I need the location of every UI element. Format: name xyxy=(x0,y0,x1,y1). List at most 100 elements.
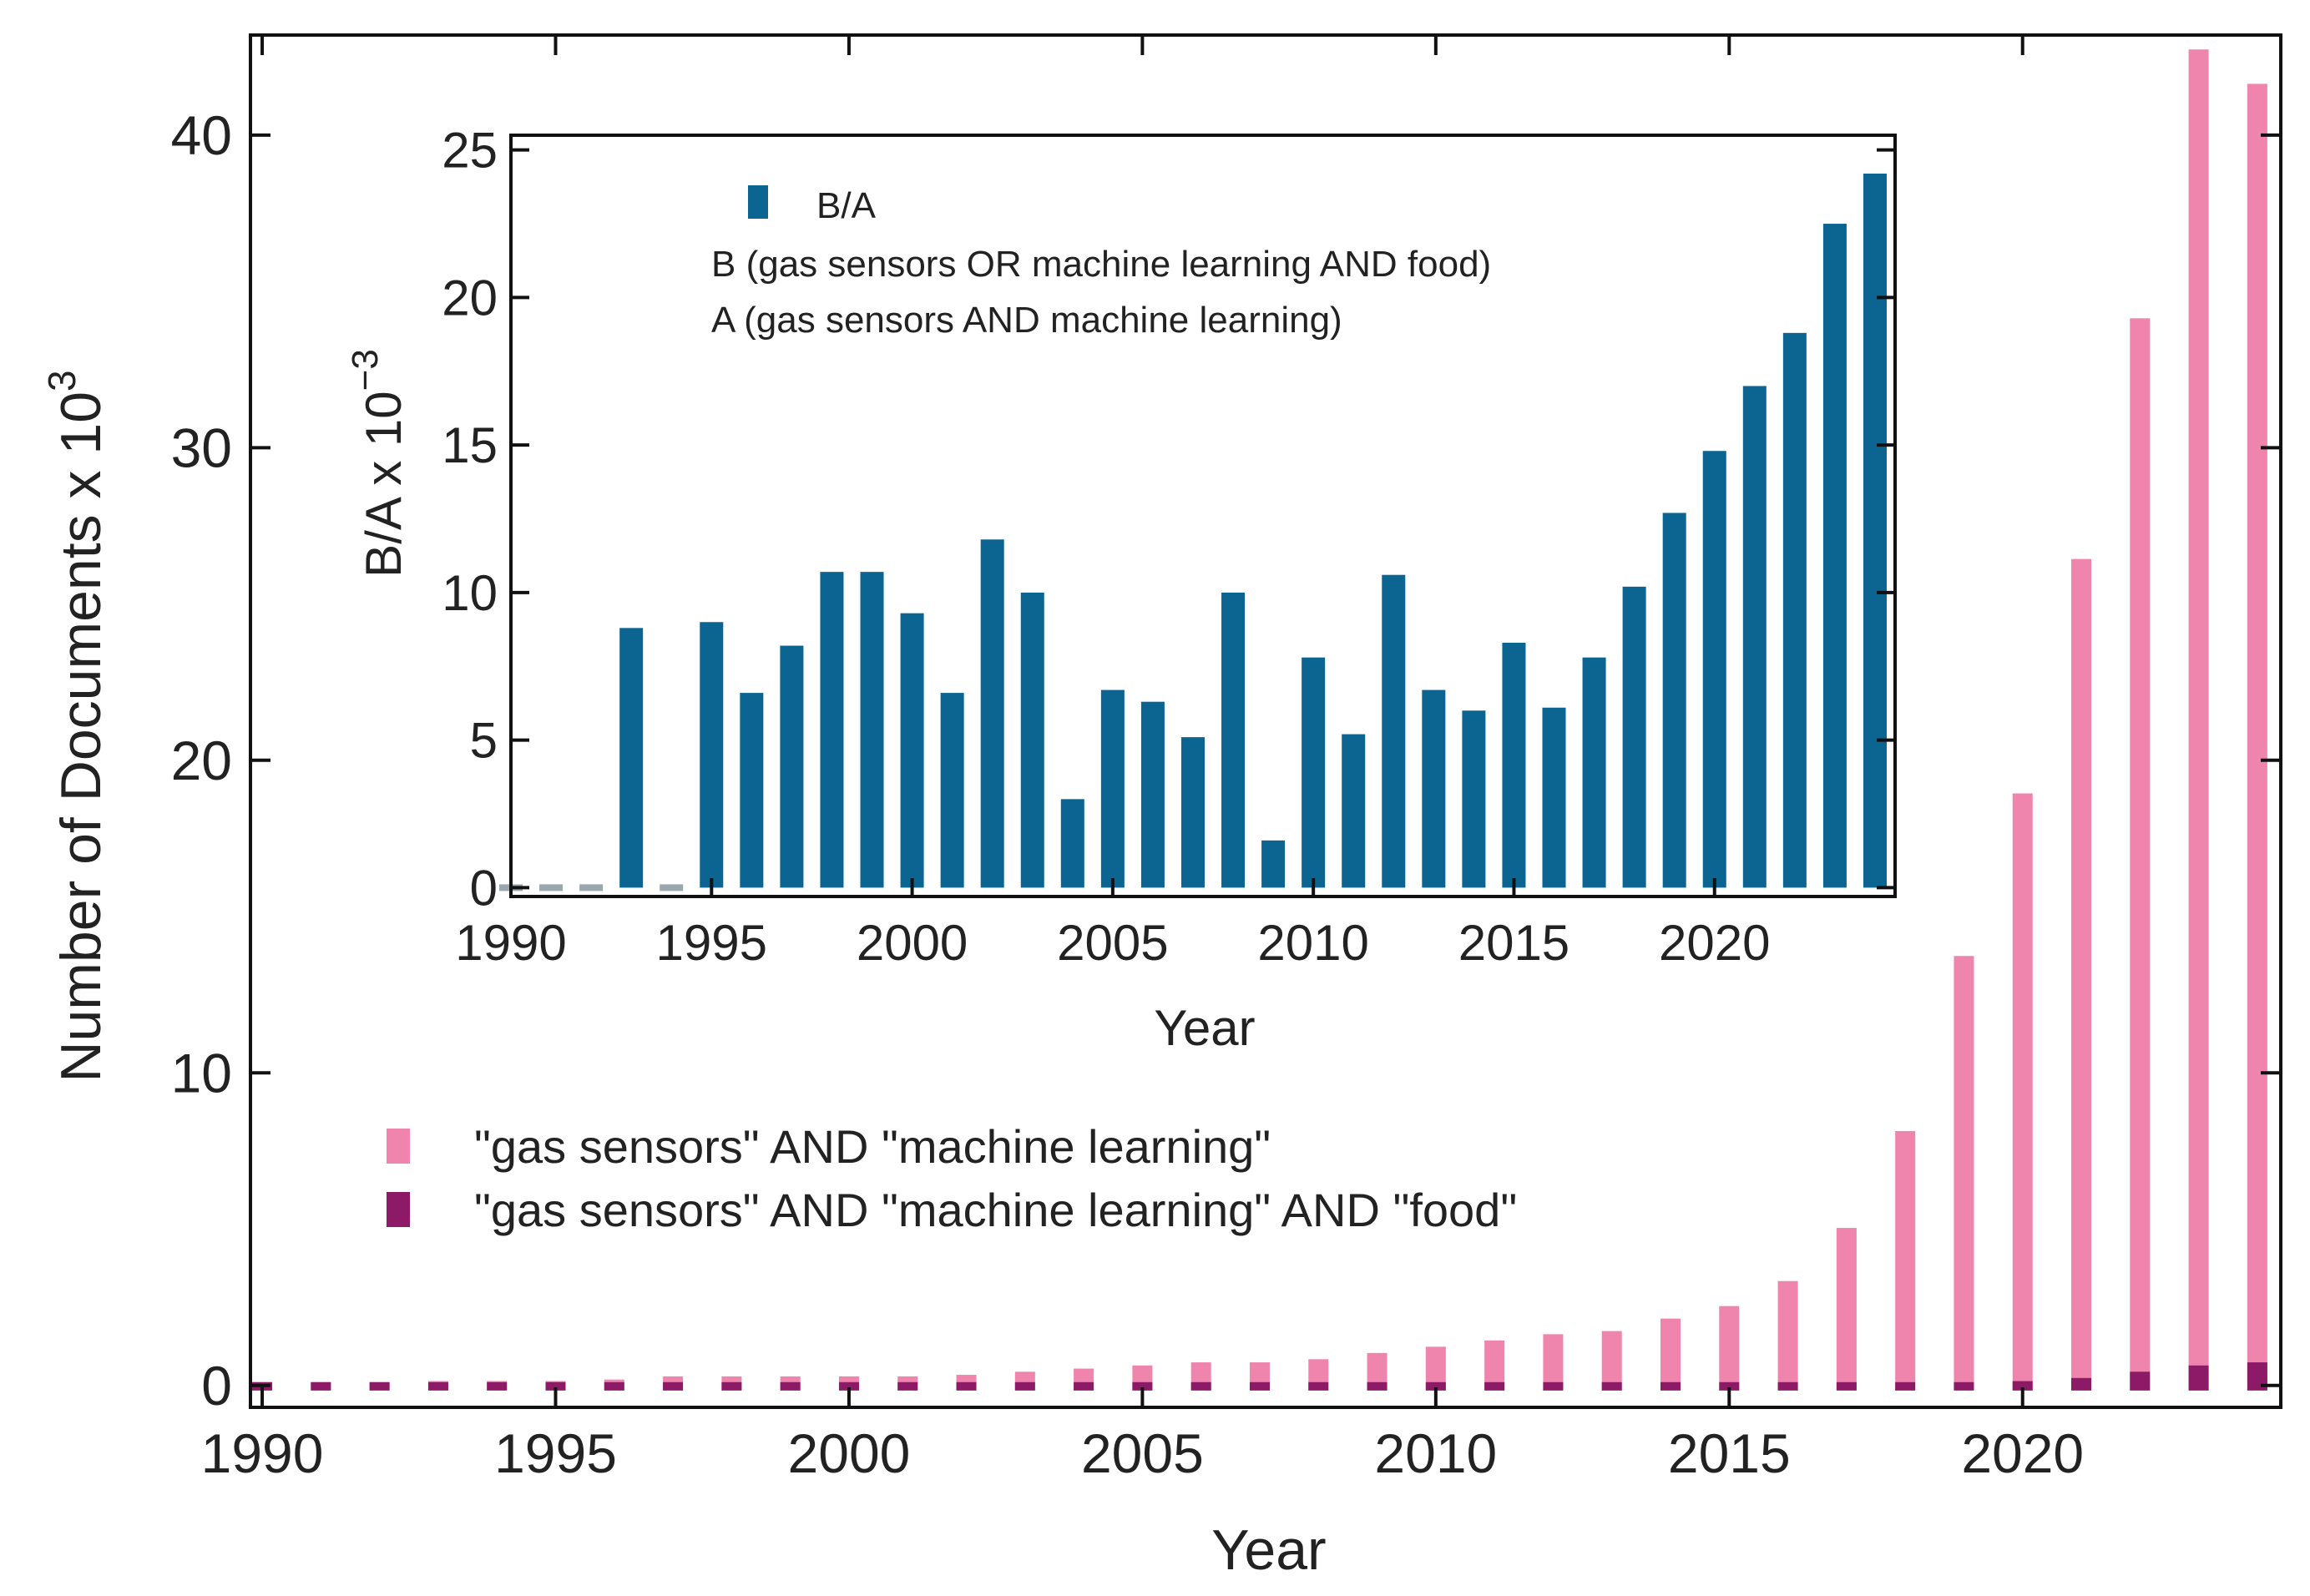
main-bar-s1-2022 xyxy=(2130,1371,2151,1391)
main-x-tick-label-2020: 2020 xyxy=(1961,1422,2084,1484)
inset-bar-2019 xyxy=(1662,513,1686,888)
main-bar-s0-2024 xyxy=(2247,83,2267,1391)
main-bar-s1-1999 xyxy=(780,1381,801,1391)
main-bar-s0-2023 xyxy=(2188,49,2209,1391)
inset-bar-2011 xyxy=(1342,734,1366,888)
main-bar-s1-2023 xyxy=(2188,1365,2209,1391)
main-y-tick-label-0: 0 xyxy=(201,1355,232,1417)
inset-y-tick-label-20: 20 xyxy=(442,270,498,326)
inset-legend: B/A B (gas sensors OR machine learning A… xyxy=(711,185,1491,341)
main-bar-s1-1997 xyxy=(663,1381,684,1391)
inset-bar-2009 xyxy=(1261,840,1286,888)
main-bar-s1-2009 xyxy=(1367,1381,1388,1391)
inset-plot-frame xyxy=(509,134,1897,898)
main-bar-s1-2007 xyxy=(1249,1381,1270,1391)
legend-swatch-a xyxy=(387,1129,410,1164)
main-bar-s0-2015 xyxy=(1719,1306,1740,1391)
inset-bar-2005 xyxy=(1100,689,1125,888)
inset-bar-1999 xyxy=(860,572,884,888)
main-bar-s1-2017 xyxy=(1836,1381,1857,1391)
main-bar-s1-2002 xyxy=(956,1381,977,1391)
inset-y-axis-title-text: B/A x 10 xyxy=(356,391,412,577)
main-bar-s0-2020 xyxy=(2012,793,2033,1391)
main-legend: "gas sensors" AND "machine learning" "ga… xyxy=(387,1120,1517,1236)
main-bar-s1-2000 xyxy=(838,1381,859,1391)
inset-bar-2020 xyxy=(1702,451,1726,888)
main-bar-s0-2014 xyxy=(1660,1318,1681,1391)
main-bar-s1-2008 xyxy=(1308,1381,1329,1391)
main-bar-s1-2018 xyxy=(1895,1381,1916,1391)
main-bar-s1-2014 xyxy=(1660,1381,1681,1391)
main-y-axis-title-exponent: 3 xyxy=(40,370,83,391)
inset-y-tick-label-10: 10 xyxy=(442,565,498,621)
main-bar-s1-2015 xyxy=(1719,1381,1740,1391)
inset-legend-swatch xyxy=(748,185,768,219)
main-y-axis-title-text: Number of Documents x 10 xyxy=(49,391,113,1083)
main-y-tick-label-30: 30 xyxy=(171,417,232,478)
inset-bar-2012 xyxy=(1382,574,1406,888)
legend-label-a: "gas sensors" AND "machine learning" xyxy=(474,1120,1271,1173)
inset-bar-2022 xyxy=(1782,332,1807,888)
inset-bar-1997 xyxy=(780,645,804,888)
legend-label-b: "gas sensors" AND "machine learning" AND… xyxy=(474,1184,1517,1236)
main-bar-s0-2016 xyxy=(1777,1280,1798,1391)
inset-y-tick-label-0: 0 xyxy=(470,860,498,916)
inset-bar-1996 xyxy=(740,693,764,888)
main-bar-s1-2019 xyxy=(1954,1381,1974,1391)
main-x-tick-label-2000: 2000 xyxy=(788,1422,911,1484)
inset-bar-1994 xyxy=(660,884,684,891)
inset-bar-2010 xyxy=(1302,657,1326,888)
main-bar-s0-2013 xyxy=(1601,1331,1622,1391)
inset-bar-2015 xyxy=(1502,643,1526,888)
inset-y-axis-title-exponent: −3 xyxy=(345,349,386,391)
main-bar-s1-2013 xyxy=(1601,1381,1622,1391)
main-bar-s1-1995 xyxy=(545,1381,566,1391)
main-bar-s1-2003 xyxy=(1014,1381,1035,1391)
inset-bar-1998 xyxy=(820,572,844,888)
main-bar-s1-1993 xyxy=(427,1381,448,1391)
inset-x-tick-label-2010: 2010 xyxy=(1257,915,1368,971)
inset-bar-1992 xyxy=(579,884,604,891)
main-bar-s1-2004 xyxy=(1074,1381,1094,1391)
inset-bar-2003 xyxy=(1020,592,1044,888)
main-x-tick-label-2015: 2015 xyxy=(1668,1422,1791,1484)
main-bar-s0-2012 xyxy=(1543,1334,1564,1391)
inset-x-tick-label-2000: 2000 xyxy=(857,915,968,971)
inset-bar-2018 xyxy=(1622,586,1646,888)
inset-legend-note-a: A (gas sensors AND machine learning) xyxy=(711,300,1342,341)
main-bar-s1-2012 xyxy=(1543,1381,1564,1391)
inset-y-tick-label-5: 5 xyxy=(470,713,498,769)
inset-bar-2013 xyxy=(1422,689,1446,888)
main-plot-frame xyxy=(249,33,2282,1409)
inset-bar-1995 xyxy=(700,622,724,888)
inset-legend-label: B/A xyxy=(816,185,877,226)
main-x-tick-label-2005: 2005 xyxy=(1081,1422,1204,1484)
inset-bar-2002 xyxy=(980,539,1004,888)
inset-bar-2021 xyxy=(1742,386,1767,888)
inset-bar-2007 xyxy=(1180,737,1205,888)
main-x-tick-label-2010: 2010 xyxy=(1374,1422,1497,1484)
main-bar-s1-2006 xyxy=(1190,1381,1211,1391)
inset-bar-2014 xyxy=(1462,710,1486,888)
main-bar-s1-1992 xyxy=(369,1381,390,1391)
main-y-axis-title: Number of Documents x 103 xyxy=(40,370,113,1082)
legend-swatch-b xyxy=(387,1192,410,1227)
inset-x-axis-title: Year xyxy=(1154,1000,1255,1056)
inset-bar-1993 xyxy=(619,628,644,888)
inset-axes: 1990 1995 2000 2005 2010 2015 2020 0 5 10 15 20 25 xyxy=(442,123,1895,971)
inset-y-tick-label-15: 15 xyxy=(442,417,498,473)
inset-x-tick-label-2005: 2005 xyxy=(1057,915,1168,971)
main-bar-s0-2018 xyxy=(1895,1130,1916,1391)
inset-y-tick-label-25: 25 xyxy=(442,123,498,179)
main-x-tick-label-1990: 1990 xyxy=(201,1422,324,1484)
main-y-tick-label-10: 10 xyxy=(171,1042,232,1104)
main-bar-s1-2010 xyxy=(1425,1381,1446,1391)
main-y-tick-label-40: 40 xyxy=(171,104,232,166)
main-bar-s1-1994 xyxy=(487,1381,508,1391)
inset-bar-2008 xyxy=(1221,592,1246,888)
main-bar-s1-1991 xyxy=(311,1381,331,1391)
inset-y-axis-title: B/A x 10−3 xyxy=(345,349,412,578)
main-bar-s0-2017 xyxy=(1836,1228,1857,1391)
